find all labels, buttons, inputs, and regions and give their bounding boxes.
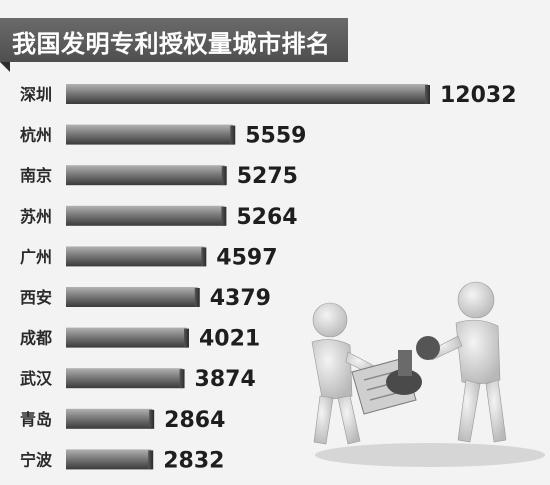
bar — [66, 124, 234, 145]
bar-end-cap — [425, 85, 430, 104]
category-label: 广州 — [20, 247, 52, 266]
value-label: 4021 — [199, 327, 260, 352]
bar-end-cap — [230, 125, 236, 145]
bar-end-cap — [179, 369, 185, 389]
bar — [66, 327, 187, 348]
bar-end-cap — [148, 450, 154, 470]
bar — [66, 165, 225, 186]
value-label: 3874 — [195, 367, 256, 392]
left-figure — [311, 302, 379, 445]
stamp-icon — [386, 336, 440, 395]
bar — [66, 84, 428, 104]
value-label: 4597 — [216, 245, 277, 270]
bar-end-cap — [183, 328, 189, 348]
value-label: 2832 — [163, 448, 224, 473]
title-banner: 我国发明专利授权量城市排名 — [0, 18, 348, 62]
bar — [66, 246, 205, 267]
value-label: 5559 — [245, 124, 306, 149]
bar-end-cap — [194, 288, 200, 307]
category-label: 苏州 — [20, 207, 52, 226]
category-label: 深圳 — [20, 85, 52, 104]
category-label: 杭州 — [20, 126, 52, 145]
bar-end-cap — [221, 206, 227, 226]
bars-group: 深圳 12032 杭州 5559 南京 5275 苏州 5264 广州 4597 西安 4379 成都 4… — [20, 83, 517, 473]
bar — [66, 205, 225, 226]
figures-illustration — [311, 281, 545, 467]
title-banner-fold — [0, 62, 10, 72]
bar — [66, 408, 153, 429]
category-label: 青岛 — [20, 410, 52, 429]
value-label: 5275 — [237, 164, 298, 189]
bar-end-cap — [221, 166, 227, 186]
bar — [66, 287, 198, 307]
value-label: 2864 — [164, 408, 225, 433]
bar-end-cap — [149, 409, 155, 429]
category-label: 宁波 — [20, 450, 53, 469]
bar — [66, 368, 183, 389]
category-label: 成都 — [20, 329, 52, 348]
chart-title: 我国发明专利授权量城市排名 — [12, 30, 331, 58]
value-label: 4379 — [210, 286, 271, 311]
value-label: 5264 — [236, 205, 297, 230]
value-label: 12032 — [440, 83, 517, 108]
category-label: 西安 — [20, 288, 52, 307]
bar — [66, 449, 152, 470]
right-figure — [427, 281, 507, 443]
category-label: 南京 — [20, 166, 52, 185]
bar-end-cap — [201, 247, 207, 267]
category-label: 武汉 — [20, 369, 53, 388]
